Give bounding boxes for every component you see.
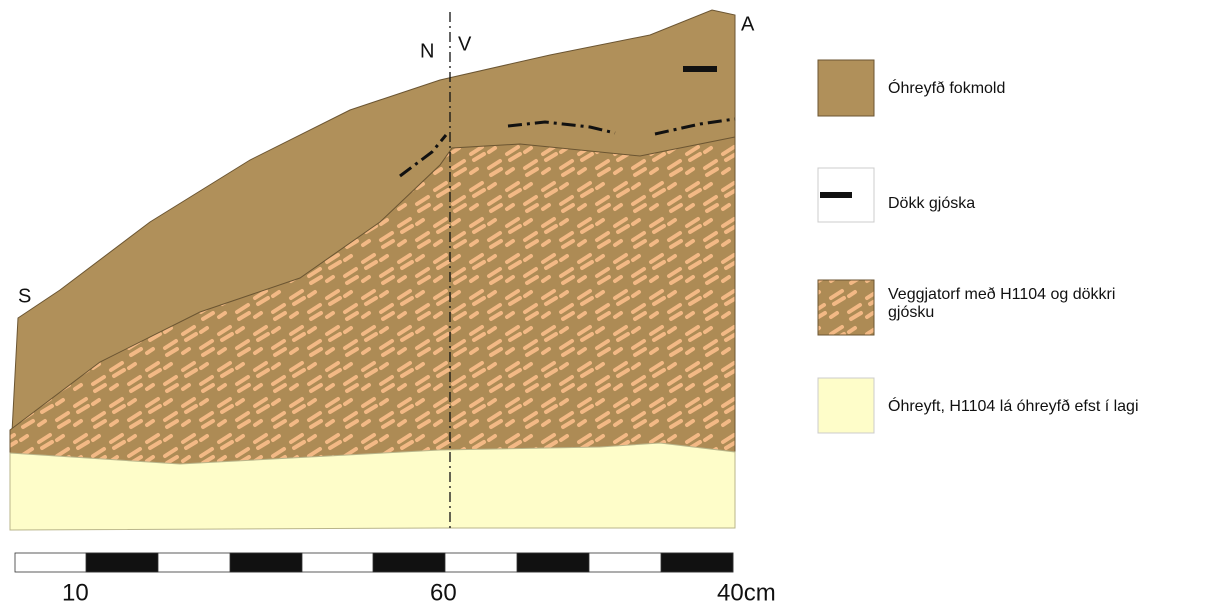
label-a: A	[741, 13, 755, 35]
label-n: N	[420, 40, 434, 62]
legend-label: Óhreyfð fokmold	[888, 78, 1005, 97]
legend-swatch-mark	[820, 192, 852, 198]
legend-label: Dökk gjóska	[888, 195, 975, 212]
tephra-mark	[683, 66, 717, 72]
legend-swatch	[817, 59, 875, 117]
label-s: S	[18, 285, 31, 307]
layer-ohreyft	[9, 442, 736, 531]
scale-label: 40cm	[717, 579, 776, 606]
label-v: V	[458, 33, 472, 55]
scale-bar	[14, 552, 734, 573]
legend-label: gjósku	[888, 304, 934, 321]
tephra-line	[399, 117, 736, 178]
legend-label: Óhreyft, H1104 lá óhreyfð efst í lagi	[888, 396, 1139, 415]
scale-label: 10	[62, 579, 89, 606]
legend-swatch	[817, 279, 875, 336]
legend-label: Veggjatorf með H1104 og dökkri	[888, 286, 1115, 303]
scale-label: 60	[430, 579, 457, 606]
legend-swatch	[817, 377, 875, 434]
